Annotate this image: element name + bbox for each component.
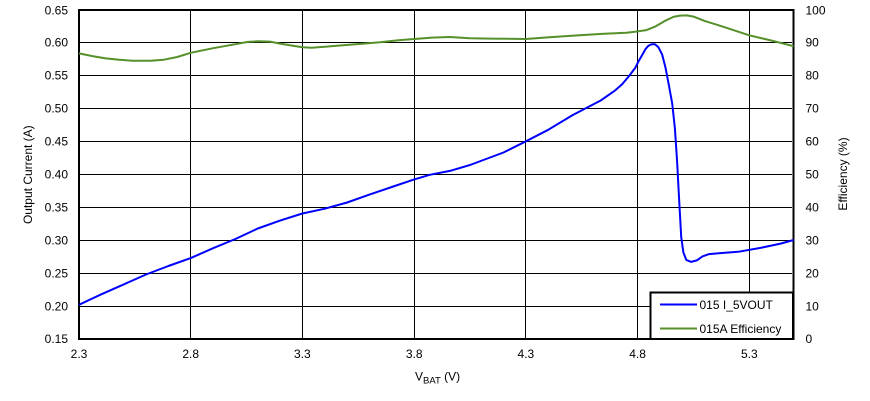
svg-text:015 I_5VOUT: 015 I_5VOUT <box>700 298 774 312</box>
svg-text:3.8: 3.8 <box>406 347 423 361</box>
svg-text:0.60: 0.60 <box>45 36 69 50</box>
svg-text:015A Efficiency: 015A Efficiency <box>700 322 782 336</box>
svg-text:20: 20 <box>806 267 820 281</box>
svg-text:0.55: 0.55 <box>45 69 69 83</box>
svg-text:4.3: 4.3 <box>518 347 535 361</box>
svg-text:0.45: 0.45 <box>45 135 69 149</box>
svg-text:0.35: 0.35 <box>45 201 69 215</box>
svg-text:0.40: 0.40 <box>45 168 69 182</box>
svg-text:0.65: 0.65 <box>45 3 69 17</box>
svg-text:0.25: 0.25 <box>45 267 69 281</box>
svg-text:50: 50 <box>806 168 820 182</box>
svg-text:70: 70 <box>806 102 820 116</box>
svg-text:60: 60 <box>806 135 820 149</box>
svg-text:0.30: 0.30 <box>45 234 69 248</box>
svg-text:3.3: 3.3 <box>294 347 311 361</box>
svg-text:90: 90 <box>806 36 820 50</box>
svg-text:0.15: 0.15 <box>45 332 69 346</box>
svg-text:2.3: 2.3 <box>71 347 88 361</box>
svg-text:10: 10 <box>806 300 820 314</box>
svg-text:100: 100 <box>806 3 826 17</box>
svg-text:Efficiency (%): Efficiency (%) <box>836 137 850 210</box>
svg-text:5.3: 5.3 <box>741 347 758 361</box>
svg-text:0.50: 0.50 <box>45 102 69 116</box>
svg-text:0: 0 <box>806 332 813 346</box>
svg-text:Output Current (A): Output Current (A) <box>21 125 35 224</box>
svg-text:0.20: 0.20 <box>45 300 69 314</box>
svg-text:30: 30 <box>806 234 820 248</box>
svg-text:2.8: 2.8 <box>182 347 199 361</box>
svg-text:4.8: 4.8 <box>629 347 646 361</box>
svg-text:40: 40 <box>806 201 820 215</box>
svg-text:80: 80 <box>806 69 820 83</box>
